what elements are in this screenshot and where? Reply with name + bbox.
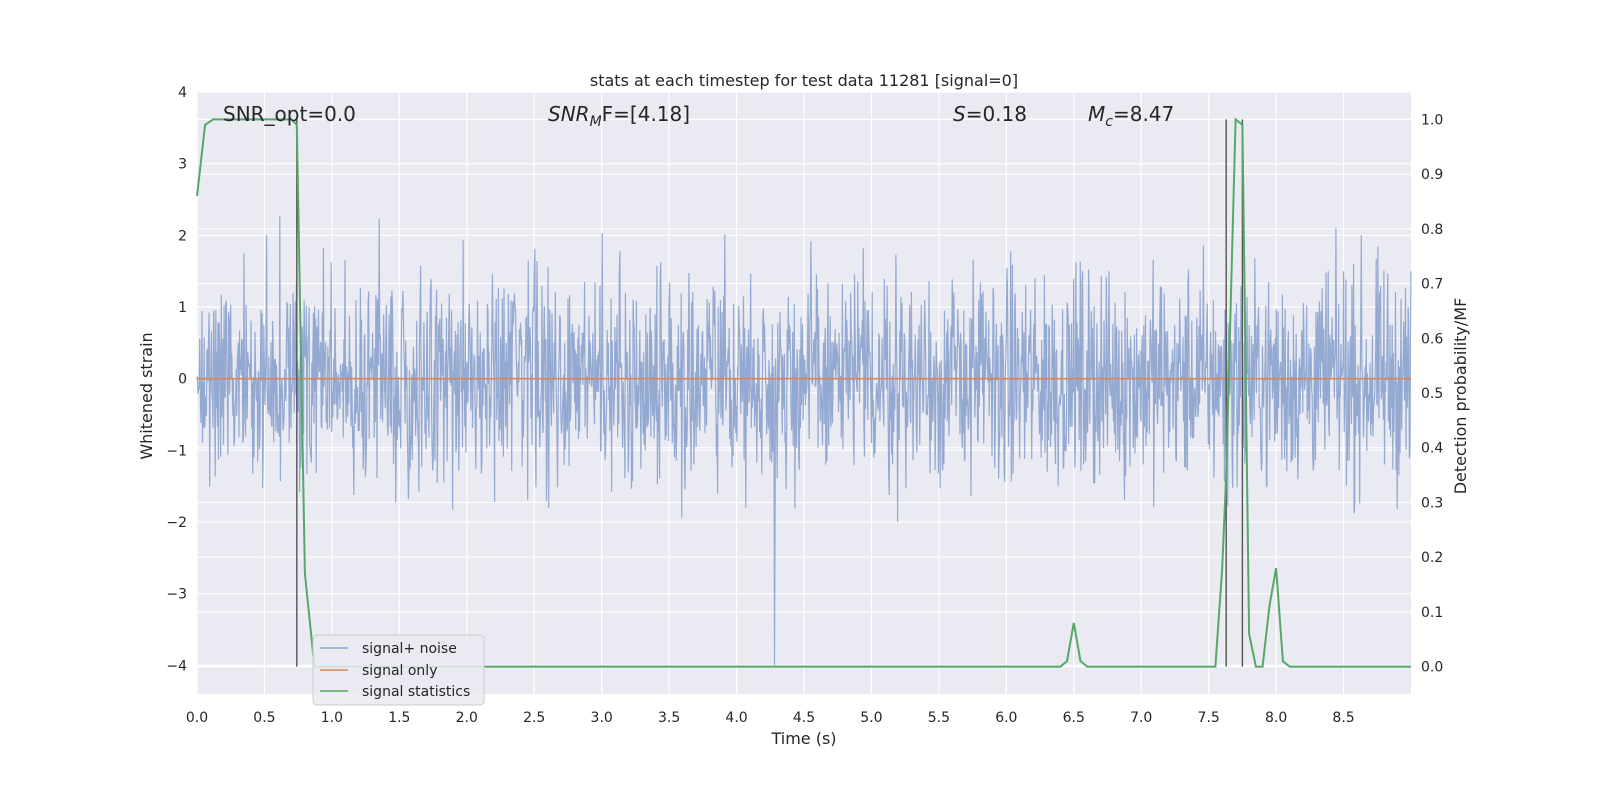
vertical-markers	[296, 119, 1244, 667]
y-tick-label-right: 0.3	[1421, 495, 1443, 511]
x-tick-label: 8.0	[1265, 710, 1287, 726]
snr-mf-symbol: SNR	[548, 102, 590, 126]
s-symbol: S	[953, 102, 966, 126]
y-tick-label-right: 0.9	[1421, 167, 1443, 183]
x-tick-label: 6.5	[1063, 710, 1085, 726]
y-tick-label-left: −2	[166, 515, 187, 531]
x-tick-label: 0.0	[186, 710, 208, 726]
y-axis-label-right: Detection probability/MF	[1451, 298, 1470, 495]
snr-mf-subscript: M	[590, 114, 602, 130]
mc-value: =8.47	[1113, 102, 1174, 126]
y-tick-label-right: 1.0	[1421, 112, 1443, 128]
y-tick-label-right: 0.2	[1421, 550, 1443, 566]
signal-statistics-line	[196, 117, 1411, 668]
y-tick-label-right: 0.6	[1421, 331, 1443, 347]
signal-noise-series	[196, 215, 1412, 666]
y-tick-label-right: 0.0	[1421, 660, 1443, 676]
annotation-snr-opt: SNR_opt=0.0	[223, 102, 356, 126]
x-tick-label: 1.5	[388, 710, 410, 726]
y-tick-label-right: 0.7	[1421, 277, 1443, 293]
s-value: =0.18	[966, 102, 1027, 126]
legend-label-noise: signal+ noise	[362, 641, 457, 657]
snr-mf-value: F=[4.18]	[602, 102, 690, 126]
y-tick-label-right: 0.5	[1421, 386, 1443, 402]
x-tick-label: 4.0	[725, 710, 747, 726]
signal-noise-line	[196, 215, 1412, 666]
mc-symbol: M	[1088, 102, 1105, 126]
y-tick-label-left: 1	[178, 300, 187, 316]
x-tick-label: 4.5	[793, 710, 815, 726]
y-tick-label-left: −4	[166, 658, 187, 674]
legend-box	[312, 634, 485, 706]
y-tick-label-left: −3	[166, 587, 187, 603]
signal-statistics-series	[196, 117, 1411, 668]
y-tick-label-left: −1	[166, 443, 187, 459]
tick-labels: 0.0 0.5 1.0 1.5 2.0 2.5 3.0 3.5 4.0 4.5 5.0 5.5 6.0 6…	[166, 85, 1443, 726]
y-tick-label-left: 4	[178, 85, 187, 101]
mc-subscript: c	[1105, 114, 1113, 130]
x-tick-label: 0.5	[253, 710, 275, 726]
y-tick-label-left: 2	[178, 228, 187, 244]
x-tick-label: 8.5	[1332, 710, 1354, 726]
x-tick-label: 7.5	[1198, 710, 1220, 726]
legend-label-stats: signal statistics	[362, 684, 470, 700]
chart-title: stats at each timestep for test data 112…	[590, 71, 1018, 90]
x-tick-label: 3.0	[591, 710, 613, 726]
y-tick-label-right: 0.8	[1421, 222, 1443, 238]
x-tick-label: 2.5	[523, 710, 545, 726]
y-tick-label-left: 0	[178, 372, 187, 388]
y-tick-label-right: 0.1	[1421, 605, 1443, 621]
annotation-mc: Mc=8.47	[1088, 102, 1174, 130]
x-tick-label: 1.0	[321, 710, 343, 726]
x-tick-label: 3.5	[658, 710, 680, 726]
legend: signal+ noise signal only signal statist…	[312, 634, 485, 706]
y-tick-label-right: 0.4	[1421, 441, 1443, 457]
x-tick-label: 6.0	[995, 710, 1017, 726]
legend-label-signal: signal only	[362, 663, 437, 679]
y-tick-label-left: 3	[178, 157, 187, 173]
x-tick-label: 7.0	[1130, 710, 1152, 726]
y-axis-label-left: Whitened strain	[137, 332, 156, 459]
x-tick-label: 2.0	[456, 710, 478, 726]
annotation-s: S=0.18	[953, 102, 1027, 126]
x-tick-label: 5.5	[928, 710, 950, 726]
annotation-snr-mf: SNRMF=[4.18]	[548, 102, 690, 130]
x-axis-label: Time (s)	[770, 729, 836, 748]
x-tick-label: 5.0	[860, 710, 882, 726]
